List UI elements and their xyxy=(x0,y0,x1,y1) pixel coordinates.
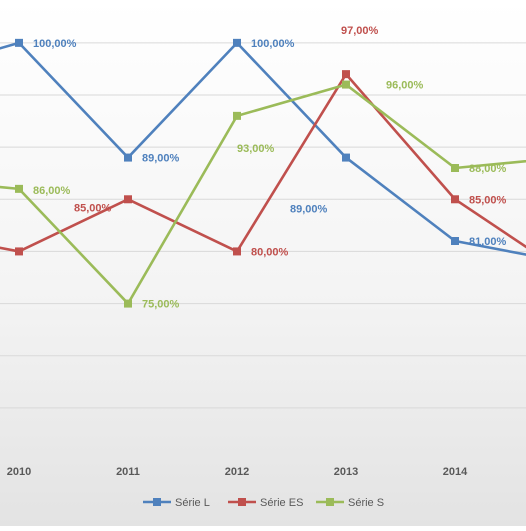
data-point-marker xyxy=(15,184,23,193)
x-tick-label: 2011 xyxy=(116,466,140,478)
legend-marker xyxy=(326,498,334,506)
data-label: 97,00% xyxy=(341,25,379,37)
series-line xyxy=(0,72,526,253)
data-label: 80,00% xyxy=(251,246,289,258)
data-point-marker xyxy=(342,70,350,79)
data-label: 89,00% xyxy=(290,204,328,216)
data-point-marker xyxy=(451,164,459,172)
gridlines xyxy=(0,42,526,409)
x-tick-label: 2014 xyxy=(443,466,468,478)
data-point-marker xyxy=(233,111,241,120)
data-label: 85,00% xyxy=(469,194,507,206)
data-label: 96,00% xyxy=(386,80,424,92)
data-point-marker xyxy=(342,153,350,162)
data-label: 93,00% xyxy=(237,143,275,155)
x-tick-label: 2012 xyxy=(225,466,249,478)
data-point-marker xyxy=(15,38,23,47)
legend-marker xyxy=(153,498,161,506)
series-markers xyxy=(15,38,459,308)
legend: Série L Série ES Série S xyxy=(143,497,384,509)
data-point-marker xyxy=(124,195,132,204)
legend-marker xyxy=(238,498,246,506)
data-point-marker xyxy=(451,195,459,204)
data-labels: 100,00%89,00%100,00%89,00%81,00%%85,00%8… xyxy=(33,25,507,311)
data-label: 86,00% xyxy=(33,185,71,197)
x-tick-label: 2013 xyxy=(334,466,358,478)
data-label: 81,00% xyxy=(469,236,507,248)
data-label: 75,00% xyxy=(142,299,180,311)
data-point-marker xyxy=(233,38,241,47)
data-point-marker xyxy=(451,237,459,245)
data-point-marker xyxy=(124,153,132,162)
data-label: 88,00% xyxy=(469,163,507,175)
data-label: 89,00% xyxy=(142,153,180,165)
series-lines xyxy=(0,41,526,305)
data-point-marker xyxy=(233,247,241,256)
data-point-marker xyxy=(124,299,132,308)
legend-label: Série S xyxy=(348,497,384,509)
legend-label: Série ES xyxy=(260,497,303,509)
data-label: 100,00% xyxy=(33,38,77,50)
data-label: 100,00% xyxy=(251,38,295,50)
data-label: 85,00% xyxy=(74,202,112,214)
legend-label: Série L xyxy=(175,497,210,509)
x-axis-ticks: 2010 2011 2012 2013 2014 xyxy=(7,466,468,478)
x-tick-label: 2010 xyxy=(7,466,31,478)
data-point-marker xyxy=(15,247,23,256)
data-point-marker xyxy=(342,80,350,89)
series-line xyxy=(0,83,526,305)
